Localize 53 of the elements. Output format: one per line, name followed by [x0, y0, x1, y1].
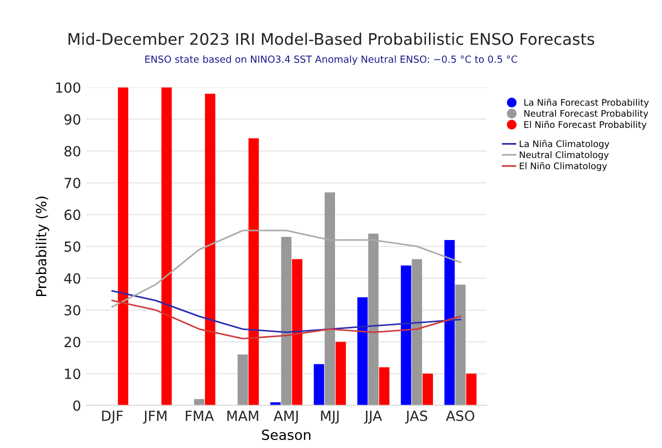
legend-label: El Niño Forecast Probability — [524, 120, 646, 130]
line-series — [111, 230, 462, 308]
x-tick-label: JFM — [142, 410, 166, 424]
y-axis-title: Probability (%) — [36, 196, 50, 296]
legend-label: La Niña Climatology — [520, 140, 610, 149]
legend-label: Neutral Forecast Probability — [524, 110, 648, 119]
line-series — [111, 290, 462, 334]
bar — [204, 94, 216, 406]
bar — [412, 259, 422, 406]
chart-title: Mid-December 2023 IRI Model-Based Probabilistic ENSO Forecasts — [68, 32, 594, 46]
bar — [281, 236, 292, 406]
bar — [455, 284, 466, 406]
bar — [336, 342, 346, 406]
y-tick-label: 50 — [64, 241, 80, 252]
bar — [118, 87, 128, 406]
y-tick-label: 60 — [64, 210, 80, 220]
x-axis-title: Season — [262, 430, 310, 440]
bar — [466, 374, 477, 406]
x-tick-label: ASO — [446, 410, 474, 422]
bar — [314, 364, 324, 406]
bar — [324, 192, 336, 406]
y-tick-label: 20 — [64, 336, 80, 348]
y-tick-label: 10 — [65, 368, 80, 380]
legend-label: Neutral Climatology — [520, 151, 609, 160]
y-tick-label: 80 — [64, 146, 80, 156]
x-tick-label: DJF — [102, 410, 123, 424]
x-tick-label: JJA — [364, 410, 382, 424]
bar — [194, 399, 204, 406]
x-tick-label: MAM — [227, 410, 258, 421]
bar — [357, 297, 368, 406]
bar — [368, 234, 379, 406]
legend-label: La Niña Forecast Probability — [524, 98, 649, 108]
chart-subtitle: ENSO state based on NINO3.4 SST Anomaly Neutral ENSO: −0.5 °C to 0.5 °C — [145, 55, 518, 65]
bar — [400, 265, 412, 406]
bar — [379, 367, 390, 406]
bar — [292, 259, 302, 406]
bar — [422, 374, 433, 406]
x-tick-label: AMJ — [274, 410, 298, 424]
y-tick-label: 40 — [64, 273, 80, 284]
x-tick-label: JAS — [405, 410, 428, 424]
bar — [248, 138, 259, 406]
bar — [238, 354, 248, 406]
bar — [161, 87, 172, 406]
legend-label: El Niño Climatology — [520, 162, 607, 172]
y-tick-label: 100 — [56, 82, 80, 93]
x-tick-label: FMA — [186, 410, 214, 421]
y-tick-label: 90 — [64, 114, 80, 125]
y-tick-label: 30 — [64, 304, 80, 316]
y-tick-label: 70 — [64, 178, 80, 188]
x-tick-label: MJJ — [321, 410, 339, 424]
bar — [444, 240, 455, 406]
line-series — [111, 300, 462, 340]
y-tick-label: 0 — [73, 400, 80, 411]
